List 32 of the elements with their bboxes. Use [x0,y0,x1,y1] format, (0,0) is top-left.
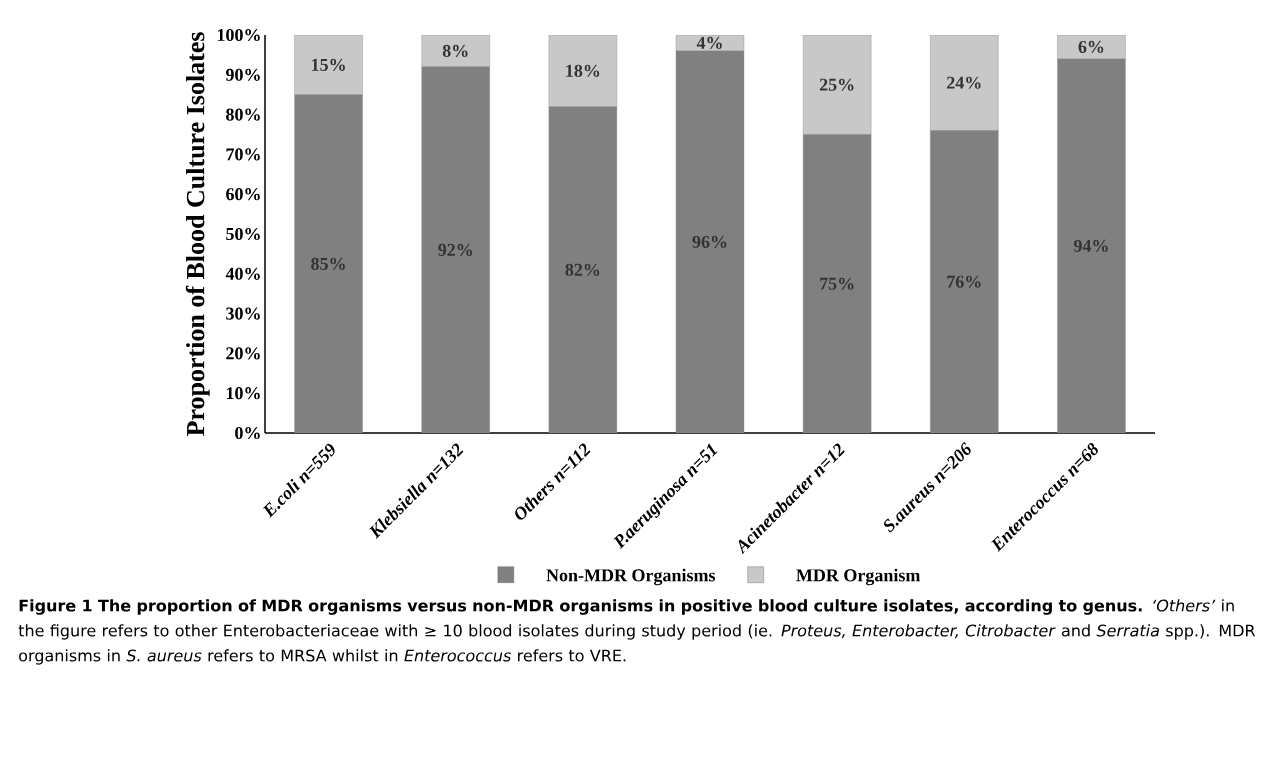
y-tick-label: 100% [217,28,260,42]
data-label: 82% [565,263,600,276]
y-tick-label: 80% [226,108,260,121]
data-label: 24% [947,76,981,89]
data-label: 8% [442,44,468,58]
text: ‘Others’ in [1153,599,1234,612]
y-tick-label: 20% [226,347,260,360]
data-label: 85% [311,257,345,270]
y-tick-label: 0% [235,426,260,440]
y-tick-label: 50% [226,227,260,241]
text: organisms in S. aureus refers to MRSA whilst in Enterococcus refers to VRE. [19,649,626,665]
data-label: 96% [692,235,727,249]
y-tick-label: 90% [225,68,260,81]
y-tick-label: 40% [225,267,260,280]
data-label: 76% [947,275,981,288]
data-label: 6% [1078,40,1104,54]
data-label: 94% [1073,239,1108,253]
data-label: 15% [312,58,345,71]
data-label: 75% [820,277,854,290]
y-tick-label: 60% [226,188,260,201]
data-label: 4% [696,36,722,50]
text: Figure 1 The proportion of MDR organisms versus non-MDR organisms in positive blood culture isolates, according to genus. [19,599,1142,615]
data-label: 18% [566,64,600,77]
data-label: 25% [819,78,854,91]
y-tick-label: 10% [226,387,260,400]
y-tick-label: 30% [226,307,260,320]
text: the figure refers to other Enterobacteriaceae with ≥ 10 blood isolates during study period (ie. Proteus, Enterobacter, Citrobacter and Serratia spp.). MDR [18,624,1256,640]
y-tick-label: 70% [226,148,260,161]
legend-label: Non-MDR Organisms [546,568,716,586]
legend-label: MDR Organism [796,568,921,586]
data-label: 92% [438,243,473,257]
y-axis-title: Proportion of Blood Culture Isolates [185,32,210,437]
